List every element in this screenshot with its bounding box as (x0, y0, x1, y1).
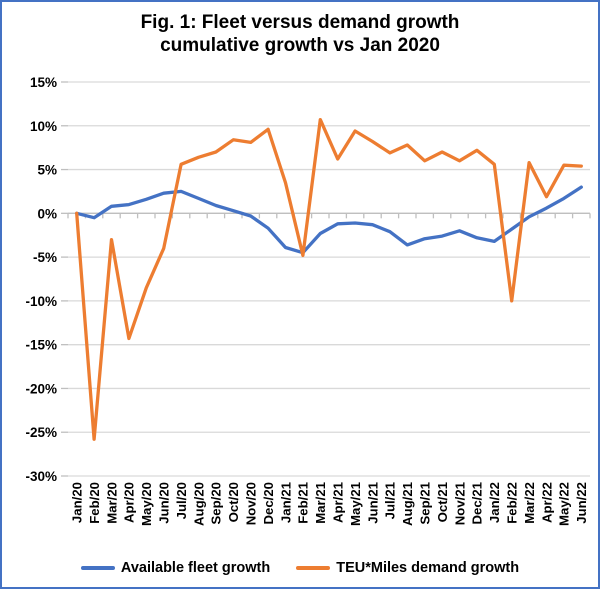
x-tick-label: Mar/20 (104, 482, 119, 524)
x-tick-label: Nov/20 (244, 482, 259, 525)
legend-label: Available fleet growth (120, 560, 271, 576)
x-tick-label: Oct/21 (435, 482, 450, 522)
x-tick-label: Sep/20 (209, 482, 224, 525)
y-tick-label: -15% (25, 338, 57, 353)
x-tick-label: Feb/21 (296, 482, 311, 524)
x-tick-label: Mar/22 (522, 482, 537, 524)
x-tick-label: Jun/21 (365, 482, 380, 524)
x-tick-label: Apr/21 (331, 482, 346, 523)
y-tick-label: 15% (30, 75, 57, 90)
x-tick-label: Jan/20 (70, 482, 85, 523)
x-tick-label: Jun/20 (157, 482, 172, 524)
legend-item-teu-miles-demand-growth: TEU*Miles demand growth (296, 560, 519, 576)
y-tick-label: -30% (25, 469, 57, 484)
chart-title: Fig. 1: Fleet versus demand growth cumul… (2, 11, 598, 57)
chart-title-line-2: cumulative growth vs Jan 2020 (160, 35, 440, 56)
x-tick-label: Jan/21 (278, 482, 293, 523)
x-tick-label: Aug/20 (191, 482, 206, 526)
x-tick-label: May/21 (348, 482, 363, 526)
x-tick-label: Oct/20 (226, 482, 241, 522)
series-line-available-fleet-growth (75, 185, 583, 255)
y-tick-label: -10% (25, 294, 57, 309)
y-tick-label: 5% (37, 163, 57, 178)
x-tick-label: Jun/22 (574, 482, 589, 524)
y-tick-label: -5% (33, 250, 57, 265)
x-tick-label: Mar/21 (313, 482, 328, 524)
x-tick-label: Sep/21 (418, 482, 433, 525)
x-tick-label: May/22 (557, 482, 572, 526)
y-tick-label: -20% (25, 381, 57, 396)
y-tick-label: 0% (37, 206, 57, 221)
series-line-teu-miles-demand-growth (75, 117, 583, 441)
legend-label: TEU*Miles demand growth (336, 560, 520, 576)
chart-title-line-1: Fig. 1: Fleet versus demand growth (140, 12, 460, 33)
x-tick-label: Jul/21 (383, 482, 398, 519)
legend-item-available-fleet-growth: Available fleet growth (80, 560, 271, 576)
chart-legend: Available fleet growth TEU*Miles demand … (2, 560, 598, 576)
y-tick-label: -25% (25, 425, 57, 440)
x-tick-label: Apr/22 (539, 482, 554, 523)
x-tick-label: Nov/21 (452, 482, 467, 525)
x-tick-label: Jan/22 (487, 482, 502, 523)
x-tick-label: Jul/20 (174, 482, 189, 519)
x-tick-label: Apr/20 (122, 482, 137, 523)
x-tick-label: Dec/20 (261, 482, 276, 525)
x-tick-label: Feb/22 (505, 482, 520, 524)
x-tick-label: May/20 (139, 482, 154, 526)
legend-line-swatch-blue (80, 566, 115, 570)
x-tick-label: Feb/20 (87, 482, 102, 524)
x-tick-label: Aug/21 (400, 482, 415, 526)
legend-line-swatch-orange (296, 566, 331, 570)
y-tick-label: 10% (30, 119, 57, 134)
x-tick-label: Dec/21 (470, 482, 485, 525)
